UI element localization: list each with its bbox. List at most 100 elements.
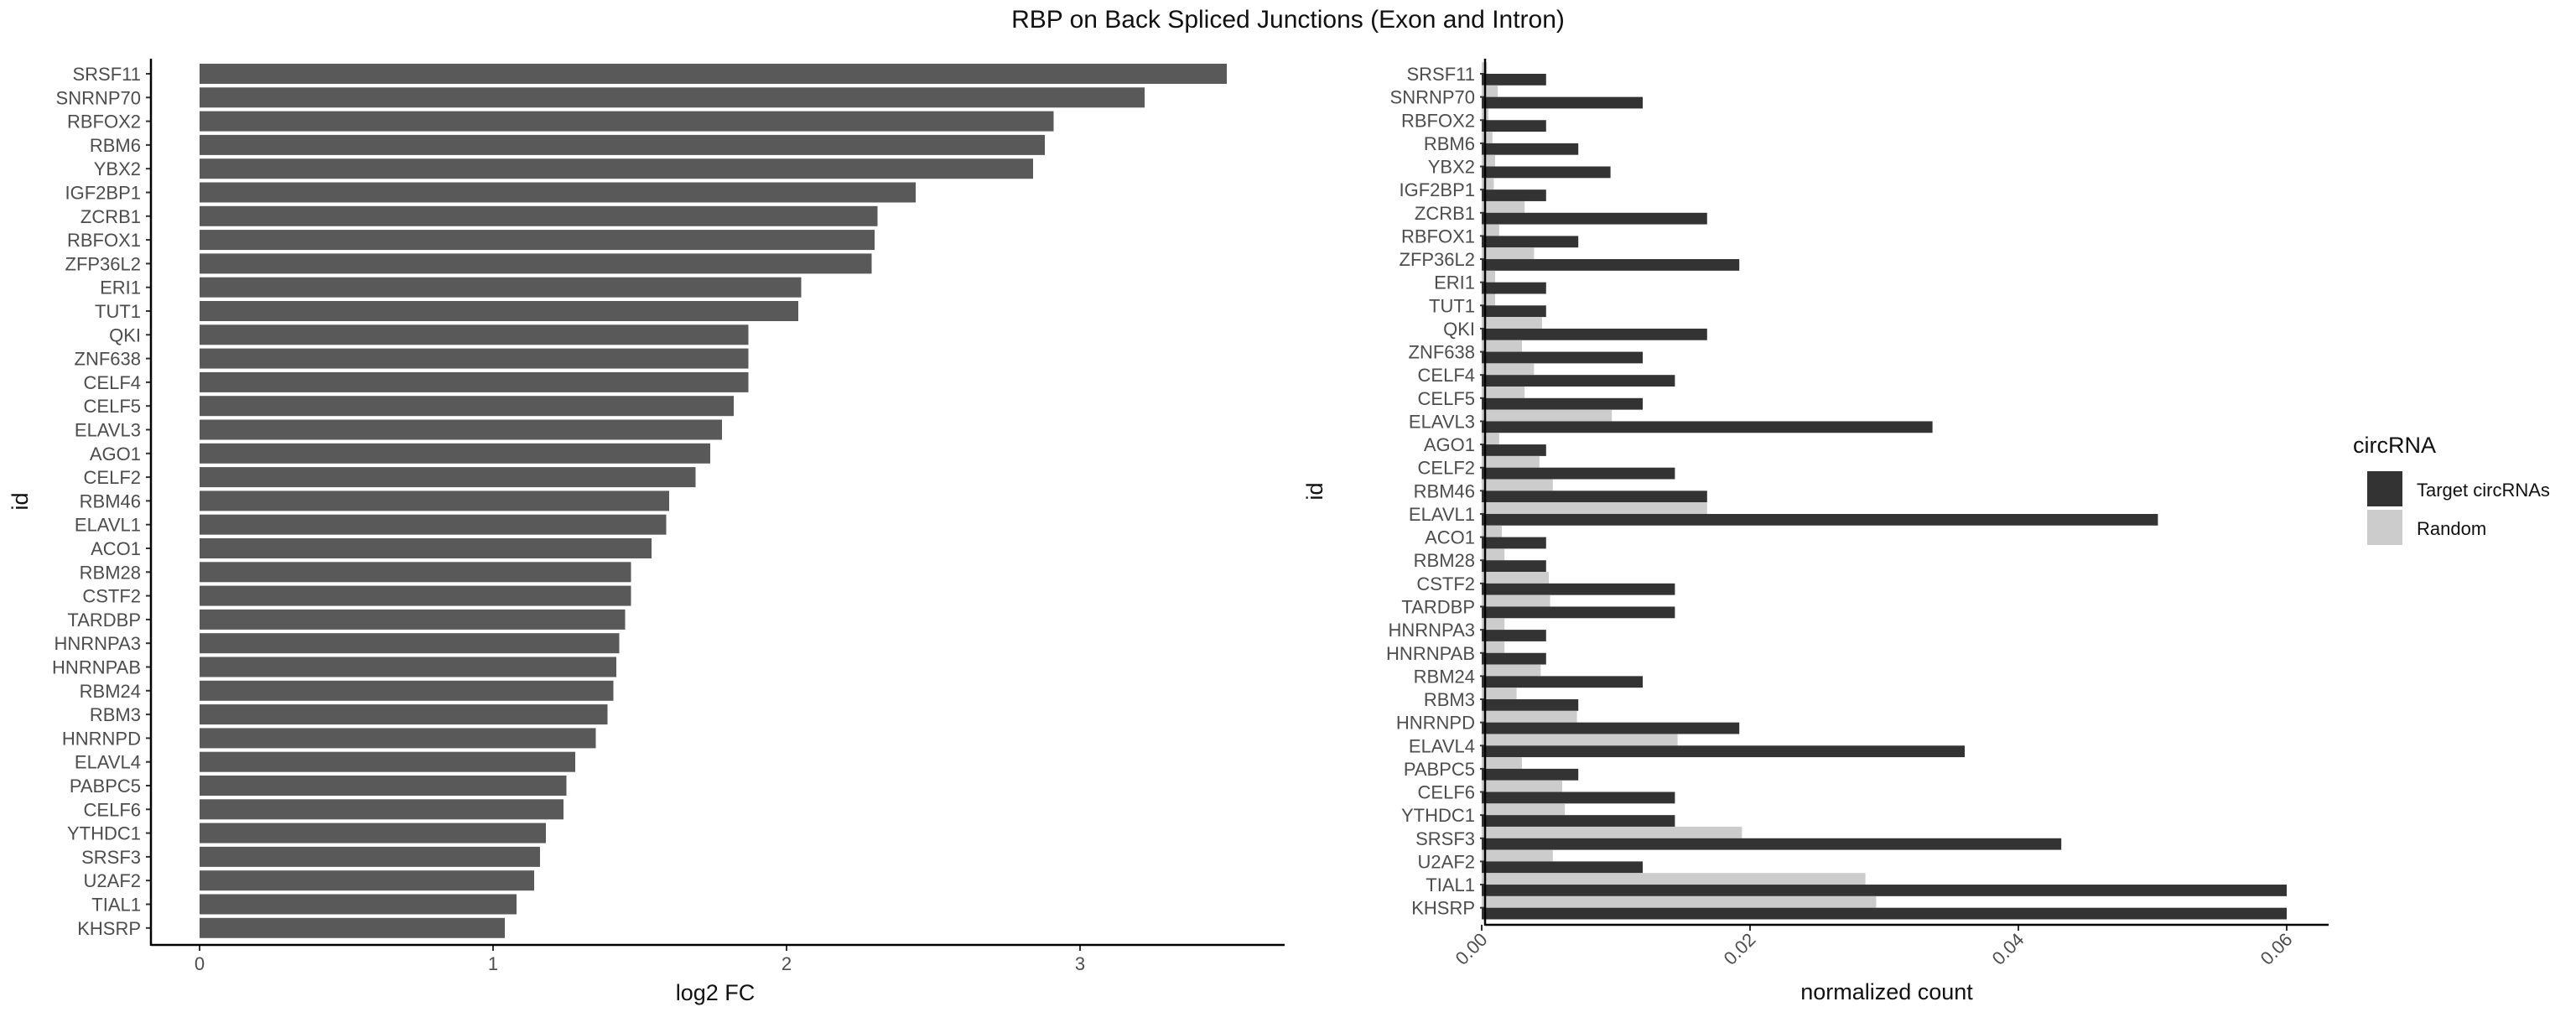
right-bar-target-elavl3 (1482, 421, 1933, 433)
left-y-tick-label: ERI1 (100, 278, 141, 298)
left-bar-znf638 (200, 348, 749, 369)
left-x-tick-label: 0 (195, 953, 205, 974)
left-y-tick-label: ZFP36L2 (65, 253, 142, 274)
right-bar-random-elavl3 (1482, 409, 1613, 422)
right-bar-random-aco1 (1482, 525, 1502, 537)
right-bar-target-srsf11 (1482, 74, 1546, 86)
right-y-tick-label: TARDBP (1401, 596, 1475, 617)
right-bar-target-rbm6 (1482, 143, 1579, 155)
left-bar-tardbp (200, 609, 626, 630)
left-bar-rbfox2 (200, 111, 1054, 132)
right-panel: SRSF11SNRNP70RBFOX2RBM6YBX2IGF2BP1ZCRB1R… (1302, 59, 2329, 1004)
right-bar-random-u2af2 (1482, 849, 1553, 862)
right-y-tick-label: YBX2 (1428, 157, 1475, 178)
right-bar-target-elavl4 (1482, 745, 1965, 758)
left-x-axis-title: log2 FC (676, 980, 756, 1005)
right-y-tick-label: SNRNP70 (1390, 87, 1475, 108)
right-bar-target-srsf3 (1482, 838, 2062, 850)
right-x-axis-title: normalized count (1800, 979, 1973, 1004)
left-y-tick-label: SRSF3 (81, 847, 141, 868)
right-bar-random-qki (1482, 317, 1542, 329)
right-bar-target-igf2bp1 (1482, 189, 1546, 201)
right-y-tick-label: ERI1 (1434, 272, 1475, 293)
right-bar-random-srsf3 (1482, 826, 1742, 838)
right-y-tick-label: QKI (1443, 319, 1475, 340)
left-bar-rbm28 (200, 562, 631, 583)
left-y-tick-label: YBX2 (94, 158, 141, 179)
right-bar-target-tut1 (1482, 305, 1546, 318)
left-y-tick-label: HNRNPA3 (54, 633, 141, 654)
left-y-tick-label: QKI (109, 324, 141, 345)
left-y-tick-label: KHSRP (77, 918, 141, 939)
right-bar-target-qki (1482, 328, 1707, 340)
right-y-tick-label: PABPC5 (1404, 759, 1475, 780)
left-bar-qki (200, 324, 749, 345)
right-y-tick-label: CELF5 (1418, 388, 1475, 409)
right-y-tick-label: CELF4 (1418, 365, 1475, 386)
left-bar-igf2bp1 (200, 182, 916, 203)
left-bar-khsrp (200, 917, 505, 938)
right-y-tick-label: ZCRB1 (1415, 203, 1475, 224)
right-bar-random-rbm3 (1482, 688, 1517, 700)
right-bar-random-zfp36l2 (1482, 247, 1535, 260)
left-x-ticks: 0 1 2 3 (195, 945, 1085, 974)
left-y-tick-label: SRSF11 (72, 64, 141, 85)
left-bar-rbm6 (200, 134, 1045, 155)
right-bar-target-hnrnpa3 (1482, 630, 1546, 641)
left-bar-zcrb1 (200, 205, 878, 226)
left-bar-hnrnpd (200, 728, 596, 749)
left-bar-rbm3 (200, 704, 608, 725)
right-bar-target-eri1 (1482, 282, 1546, 294)
right-bar-random-rbm24 (1482, 664, 1541, 677)
right-bar-random-hnrnpd (1482, 710, 1577, 723)
left-x-tick-label: 1 (488, 953, 498, 974)
right-bar-target-ybx2 (1482, 166, 1611, 179)
right-bar-target-snrnp70 (1482, 96, 1643, 109)
right-bar-random-eri1 (1482, 270, 1495, 283)
left-y-tick-label: CELF5 (84, 396, 141, 417)
right-bar-target-cstf2 (1482, 583, 1675, 595)
right-y-tick-labels: SRSF11SNRNP70RBFOX2RBM6YBX2IGF2BP1ZCRB1R… (1386, 64, 1485, 919)
right-y-tick-label: KHSRP (1411, 898, 1475, 919)
left-bar-ago1 (200, 443, 710, 464)
legend-title: circRNA (2353, 433, 2436, 458)
left-bar-tut1 (200, 301, 798, 321)
right-bar-target-zfp36l2 (1482, 259, 1740, 271)
right-bar-target-ago1 (1482, 444, 1546, 456)
left-y-tick-label: IGF2BP1 (65, 183, 141, 204)
right-y-tick-label: ELAVL3 (1409, 411, 1475, 432)
left-y-tick-label: RBM28 (80, 562, 141, 583)
left-bar-ythdc1 (200, 823, 546, 843)
left-y-tick-label: CSTF2 (82, 586, 141, 607)
left-y-tick-label: HNRNPAB (52, 657, 141, 678)
right-y-tick-label: U2AF2 (1418, 851, 1475, 872)
left-bar-eri1 (200, 277, 802, 298)
right-bar-random-celf4 (1482, 363, 1535, 376)
left-bar-hnrnpa3 (200, 633, 620, 654)
left-y-tick-label: YTHDC1 (67, 823, 141, 844)
right-x-tick-label: 0.06 (2257, 929, 2297, 969)
left-bar-rbm24 (200, 680, 614, 701)
left-y-tick-label: RBM24 (80, 681, 141, 702)
right-bar-random-cstf2 (1482, 572, 1549, 584)
right-bar-target-aco1 (1482, 537, 1546, 549)
right-y-tick-label: CELF2 (1418, 458, 1475, 479)
right-bar-random-celf5 (1482, 387, 1525, 398)
right-bar-target-pabpc5 (1482, 768, 1579, 781)
right-bar-random-rbm28 (1482, 548, 1505, 561)
right-bar-random-hnrnpa3 (1482, 618, 1505, 631)
right-y-tick-label: HNRNPD (1396, 713, 1475, 734)
left-bar-ybx2 (200, 158, 1033, 179)
right-y-tick-label: IGF2BP1 (1400, 179, 1475, 200)
right-bar-random-khsrp (1482, 895, 1877, 908)
left-y-tick-label: ELAVL3 (75, 420, 141, 441)
right-bar-target-elavl1 (1482, 513, 2158, 526)
left-bar-tial1 (200, 894, 517, 915)
left-y-tick-label: ELAVL4 (75, 752, 141, 773)
left-y-tick-label: ELAVL1 (75, 515, 141, 536)
right-bar-target-rbm46 (1482, 490, 1707, 503)
right-y-tick-label: CELF6 (1418, 782, 1475, 803)
right-bar-target-ythdc1 (1482, 815, 1675, 827)
right-bar-random-hnrnpab (1482, 641, 1505, 653)
left-bar-aco1 (200, 538, 652, 558)
